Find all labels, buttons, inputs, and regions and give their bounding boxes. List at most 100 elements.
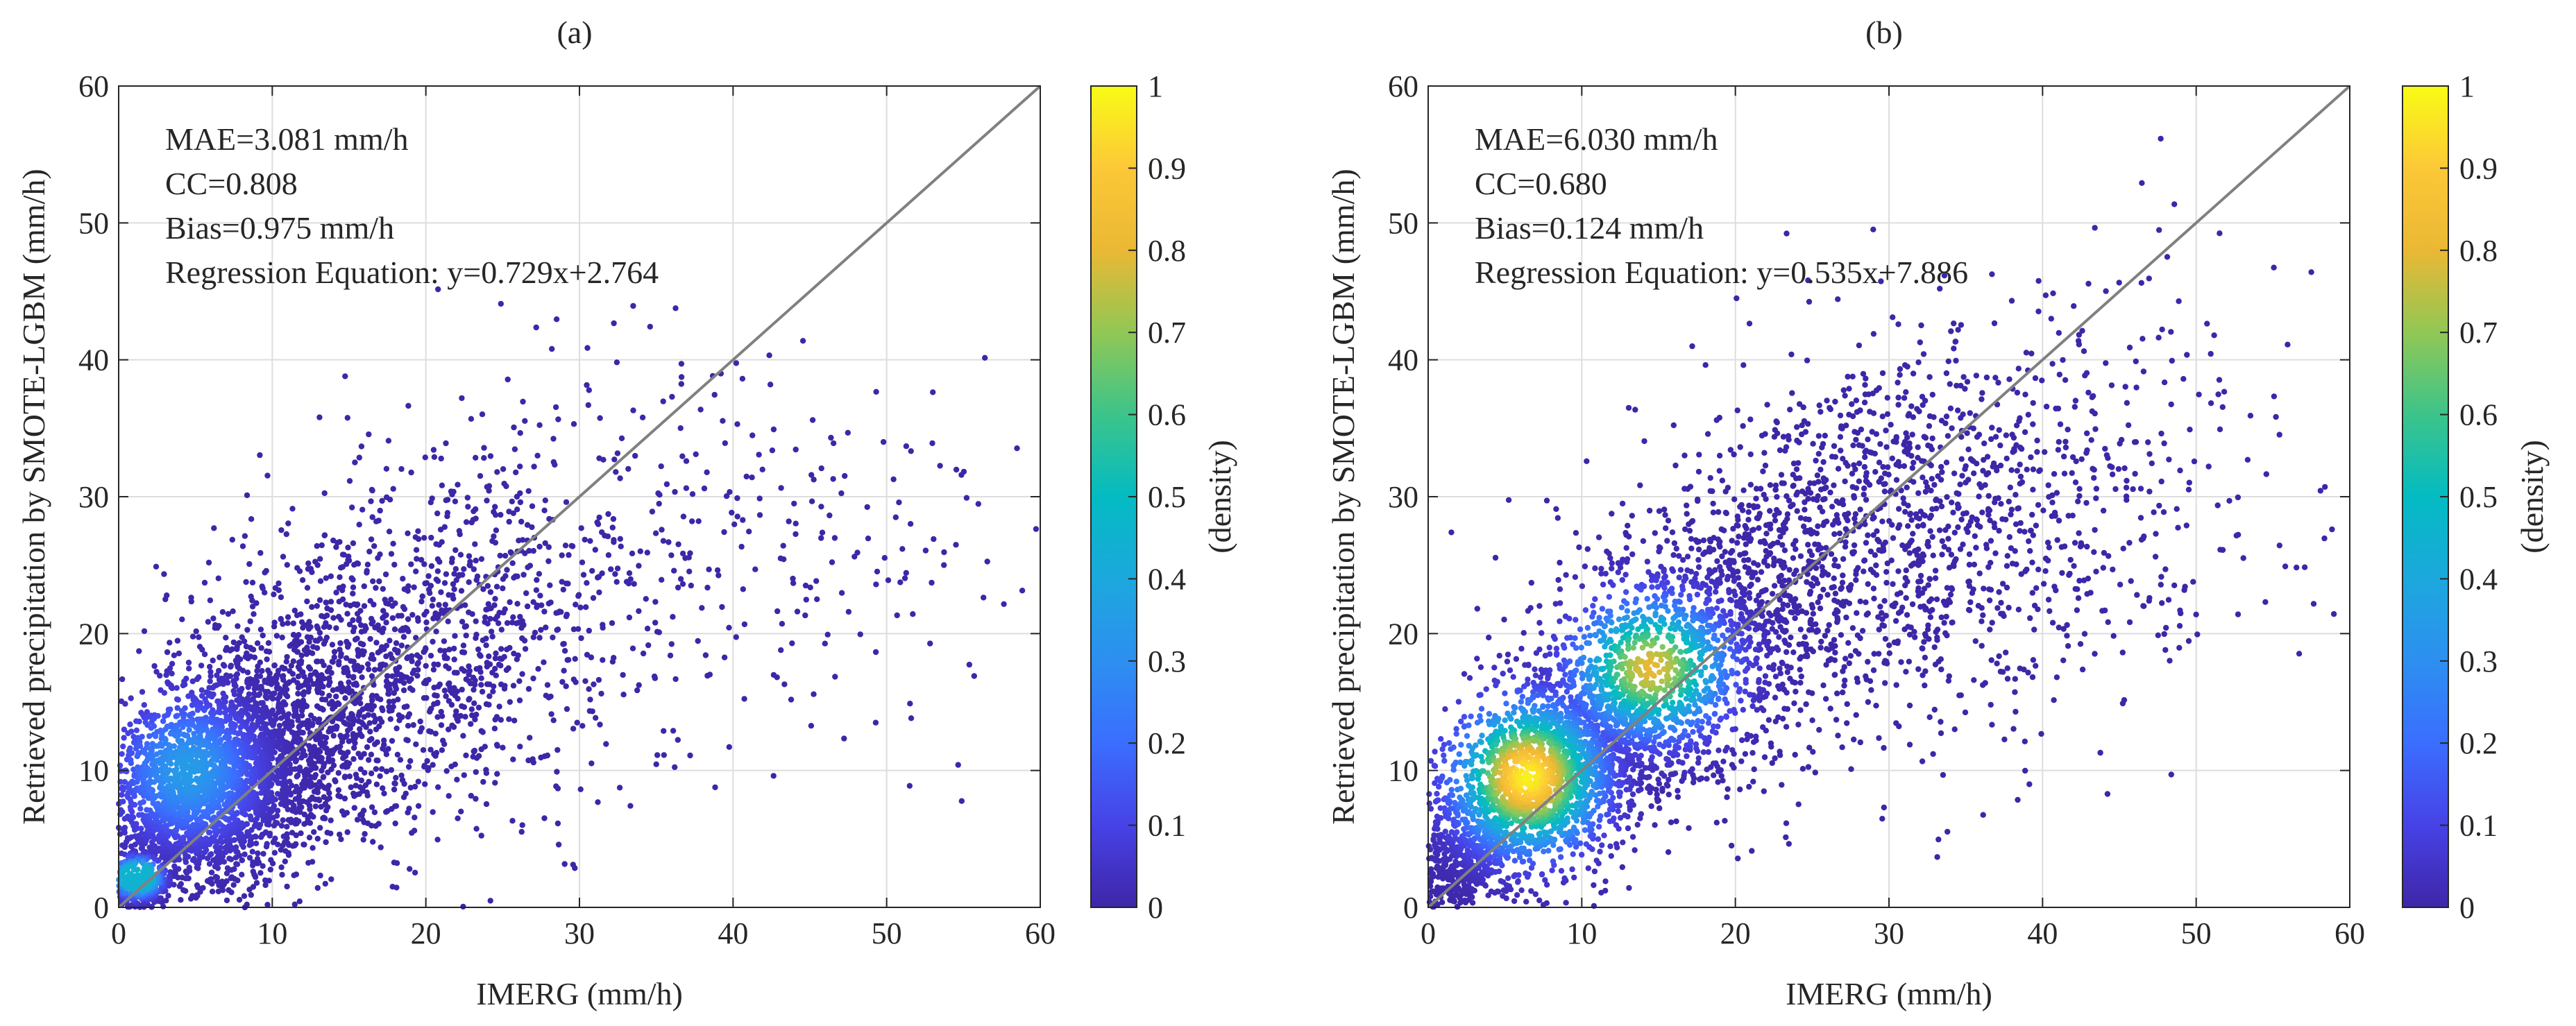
data-point	[248, 516, 255, 522]
data-point	[357, 766, 364, 773]
data-point	[2262, 599, 2269, 605]
data-point	[128, 695, 134, 701]
data-point	[391, 647, 398, 653]
data-point	[162, 596, 169, 603]
data-point	[246, 855, 253, 861]
data-point	[554, 627, 560, 633]
data-point	[592, 547, 598, 553]
data-point	[181, 770, 187, 776]
data-point	[482, 614, 489, 620]
data-point	[958, 472, 965, 478]
data-point	[291, 713, 298, 719]
data-point	[250, 869, 256, 875]
data-point	[908, 715, 915, 721]
data-point	[388, 551, 395, 557]
data-point	[346, 715, 352, 721]
data-point	[337, 653, 344, 660]
data-point	[137, 805, 144, 812]
data-point	[398, 772, 405, 779]
data-point	[533, 324, 539, 331]
data-point	[493, 742, 500, 748]
data-point	[215, 575, 221, 581]
data-point	[171, 652, 178, 658]
data-point	[379, 497, 385, 504]
data-point	[173, 766, 180, 773]
data-point	[478, 832, 484, 839]
data-point	[500, 744, 506, 751]
data-point	[273, 819, 279, 826]
data-point	[284, 823, 290, 830]
data-point	[409, 612, 416, 618]
data-point	[405, 764, 412, 770]
data-point	[2168, 401, 2174, 408]
data-point	[2171, 201, 2178, 207]
data-point	[500, 609, 507, 616]
data-point	[584, 580, 590, 586]
data-point	[141, 628, 148, 634]
data-point	[189, 633, 196, 640]
data-point	[2226, 497, 2232, 504]
data-point	[894, 612, 900, 619]
colorbar-tick-label: 0.6	[1148, 398, 1186, 432]
data-point	[553, 783, 559, 789]
data-point	[808, 498, 815, 504]
data-point	[1033, 526, 1040, 532]
data-point	[398, 642, 405, 649]
data-point	[443, 440, 449, 447]
data-point	[243, 579, 249, 585]
data-point	[433, 576, 439, 583]
data-point	[560, 586, 566, 593]
data-point	[217, 654, 223, 660]
data-point	[367, 635, 373, 642]
data-point	[200, 884, 206, 891]
data-point	[275, 756, 281, 763]
data-point	[511, 424, 517, 431]
data-point	[479, 411, 486, 418]
data-point	[2161, 440, 2167, 447]
data-point	[493, 512, 499, 518]
data-point	[396, 712, 402, 719]
data-point	[620, 692, 627, 698]
data-point	[231, 691, 238, 698]
data-point	[244, 626, 251, 633]
data-point	[223, 647, 229, 653]
data-point	[873, 581, 879, 588]
data-point	[574, 719, 580, 726]
colorbar-tick-label: 0.8	[1148, 234, 1186, 268]
data-point	[436, 601, 442, 608]
data-point	[2321, 535, 2328, 542]
data-point	[612, 571, 618, 577]
data-point	[2329, 526, 2335, 533]
data-point	[407, 785, 414, 791]
data-point	[670, 728, 677, 734]
data-point	[174, 638, 181, 644]
data-point	[346, 478, 353, 484]
data-point	[689, 491, 696, 497]
data-point	[2271, 393, 2278, 400]
data-point	[225, 610, 232, 617]
data-point	[466, 609, 472, 615]
data-point	[461, 566, 467, 572]
data-point	[380, 615, 386, 621]
data-point	[570, 676, 577, 683]
data-point	[453, 708, 459, 715]
data-point	[643, 596, 649, 602]
data-point	[414, 556, 420, 562]
data-point	[632, 452, 638, 459]
data-point	[2071, 303, 2077, 309]
data-point	[614, 565, 621, 572]
data-point	[314, 603, 320, 609]
data-point	[405, 616, 412, 622]
data-point	[874, 568, 881, 575]
data-point	[929, 440, 935, 447]
data-point	[570, 726, 577, 732]
data-point	[428, 563, 435, 570]
data-point	[373, 726, 380, 733]
data-point	[295, 690, 301, 697]
data-point	[415, 528, 421, 534]
data-point	[906, 783, 913, 789]
data-point	[441, 580, 448, 586]
data-point	[451, 645, 457, 652]
data-point	[818, 504, 824, 510]
data-point	[498, 626, 505, 633]
